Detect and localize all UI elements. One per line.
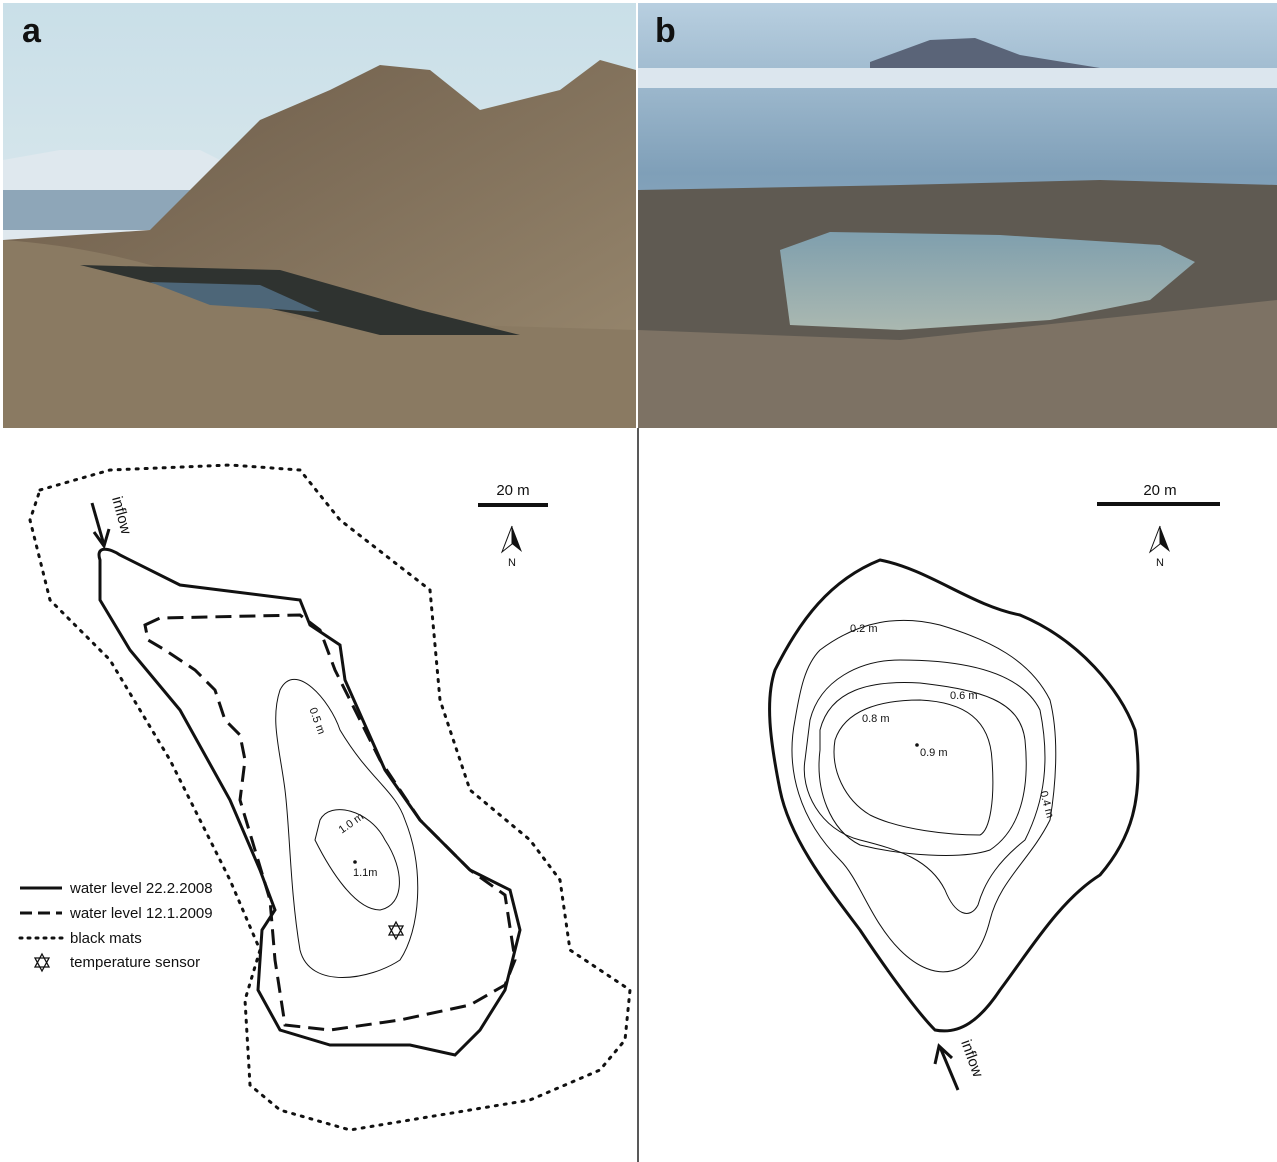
lake-outline — [770, 560, 1139, 1031]
contour-label: 0.8 m — [862, 713, 890, 725]
north-arrow — [1150, 526, 1160, 552]
contour-label: 0.5 m — [306, 706, 327, 736]
contour — [819, 683, 1026, 856]
north-label: N — [1156, 557, 1164, 569]
figure: a b 20 m N inflow 0.5 m 1.0 m 1.1m water… — [0, 0, 1277, 1162]
contour-label: 0.6 m — [950, 690, 978, 702]
contour-label: 0.4 m — [1037, 790, 1056, 820]
contour — [804, 660, 1045, 913]
contour-label: 0.2 m — [850, 623, 878, 635]
contour — [792, 620, 1056, 972]
photo-b — [638, 3, 1277, 428]
north-arrow — [502, 526, 512, 552]
contour-label: 0.9 m — [920, 747, 948, 759]
map-a — [20, 465, 630, 1130]
inflow-label: inflow — [957, 1038, 986, 1080]
scale-label: 20 m — [496, 482, 529, 499]
legend-text: water level 12.1.2009 — [69, 905, 213, 922]
contour-label: 1.1m — [353, 867, 377, 879]
deepest-point — [915, 743, 919, 747]
legend-text: water level 22.2.2008 — [69, 880, 213, 897]
contour — [834, 700, 993, 835]
black-mats-outline — [30, 465, 630, 1130]
map-b — [770, 504, 1220, 1090]
north-label: N — [508, 557, 516, 569]
photo-a — [3, 3, 636, 428]
panel-label: b — [655, 12, 676, 50]
inflow-label: inflow — [108, 495, 134, 537]
legend-star — [35, 954, 49, 971]
legend-text: temperature sensor — [70, 954, 200, 971]
panel-label: a — [22, 12, 42, 50]
sensor-star — [389, 922, 403, 939]
deepest-point — [353, 860, 357, 864]
contour-label: 1.0 m — [337, 811, 366, 837]
legend-text: black mats — [70, 930, 142, 947]
north-arrow — [1160, 526, 1170, 552]
north-arrow — [512, 526, 522, 552]
water-level-2008 — [99, 549, 520, 1055]
scale-label: 20 m — [1143, 482, 1176, 499]
